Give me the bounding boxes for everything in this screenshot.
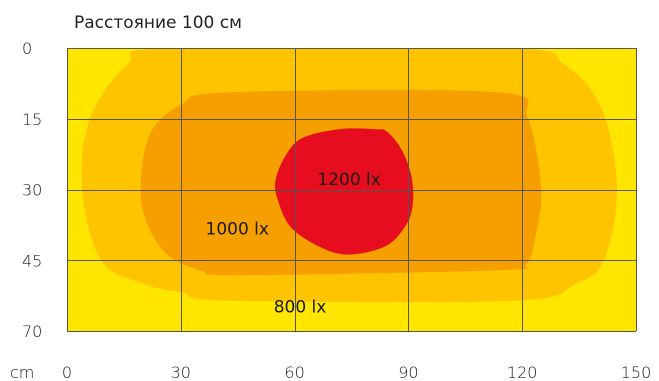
contour-regions xyxy=(81,48,618,303)
chart-title: Расстояние 100 см xyxy=(74,13,242,33)
contour-1200-lx xyxy=(275,128,414,255)
x-tick-label: 120 xyxy=(507,363,538,381)
contour-labels: 800 lx 1000 lx 1200 lx xyxy=(206,170,381,318)
contour-label: 1200 lx xyxy=(317,170,380,190)
y-tick-label: 70 xyxy=(22,322,42,341)
contour-label: 800 lx xyxy=(274,298,327,318)
x-tick-label: 150 xyxy=(621,363,652,381)
plot-area xyxy=(67,48,636,331)
contour-label: 1000 lx xyxy=(206,219,269,239)
axes: Расстояние 100 см cm 0 30 60 90 120 150 0 15 30 4… xyxy=(10,13,651,381)
y-tick-label: 0 xyxy=(22,39,32,58)
x-tick-label: 30 xyxy=(171,363,191,381)
x-tick-label: 90 xyxy=(398,363,418,381)
y-tick-label: 45 xyxy=(22,251,42,270)
x-unit-label: cm xyxy=(10,363,34,381)
grid xyxy=(67,48,637,332)
y-tick-label: 15 xyxy=(22,110,42,129)
x-tick-label: 60 xyxy=(284,363,304,381)
x-tick-label: 0 xyxy=(62,363,72,381)
y-tick-label: 30 xyxy=(22,181,42,200)
